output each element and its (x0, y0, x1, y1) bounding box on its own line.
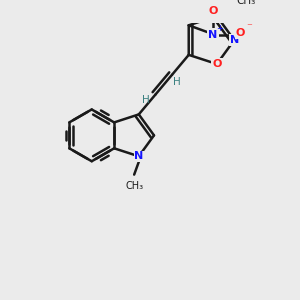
Text: CH₃: CH₃ (236, 0, 255, 7)
Text: N: N (230, 35, 239, 45)
Text: O: O (212, 59, 222, 69)
Text: N: N (208, 29, 218, 40)
Text: N: N (134, 151, 143, 161)
Text: H: H (173, 77, 181, 87)
Text: O: O (236, 28, 245, 38)
Text: ⁻: ⁻ (246, 22, 252, 32)
Text: O: O (208, 6, 218, 16)
Text: H: H (142, 95, 150, 105)
Text: CH₃: CH₃ (125, 181, 143, 191)
Text: +: + (216, 24, 223, 33)
